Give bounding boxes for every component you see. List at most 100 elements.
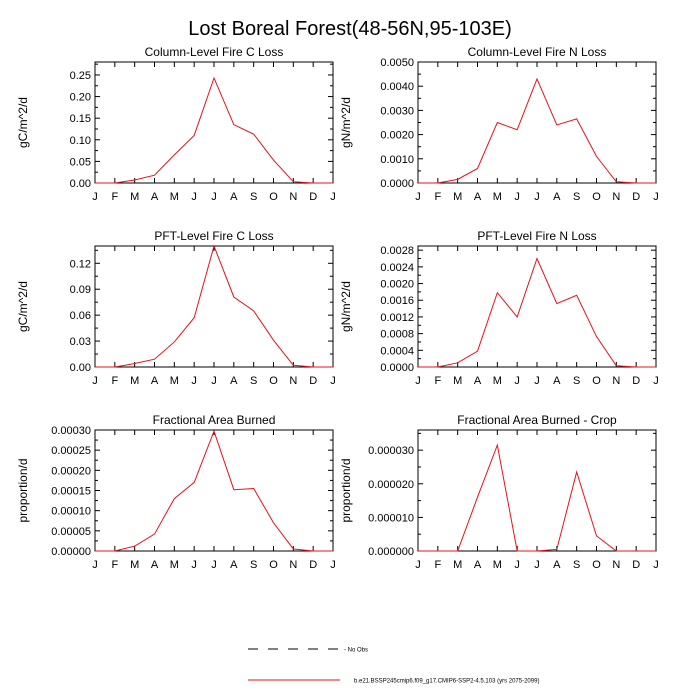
series-line [95, 244, 333, 368]
x-tick-label: O [592, 559, 601, 571]
y-axis-label: gC/m^2/d [16, 97, 30, 148]
legend-model-label: b.e21.BSSP245cmip6.f09_g17.CMIP6-SSP2-4.… [354, 679, 539, 685]
y-tick-label: 0.0020 [380, 279, 414, 291]
plot-frame [94, 61, 334, 184]
x-tick-label: M [493, 191, 502, 203]
x-tick-label: D [309, 191, 317, 203]
x-tick-label: M [493, 559, 502, 571]
x-tick-label: A [230, 375, 238, 387]
y-tick-label: 0.0050 [380, 57, 414, 69]
y-tick-label: 0.0000 [380, 178, 414, 190]
x-tick-label: N [612, 559, 620, 571]
x-tick-label: M [130, 191, 139, 203]
x-tick-label: A [553, 191, 561, 203]
x-tick-label: M [493, 375, 502, 387]
y-tick-label: 0.03 [70, 336, 91, 348]
y-axis-label: gN/m^2/d [339, 97, 353, 148]
y-tick-label: 0.00030 [51, 425, 91, 437]
x-tick-label: J [211, 559, 217, 571]
y-tick-label: 0.00020 [51, 465, 91, 477]
x-tick-label: D [632, 191, 640, 203]
x-tick-label: A [553, 375, 561, 387]
x-tick-label: A [230, 559, 238, 571]
x-tick-label: A [230, 191, 238, 203]
x-tick-label: D [309, 375, 317, 387]
x-tick-label: S [250, 559, 257, 571]
x-tick-label: F [111, 191, 118, 203]
y-tick-label: 0.05 [70, 156, 91, 168]
x-tick-label: O [592, 191, 601, 203]
x-tick-label: M [453, 375, 462, 387]
chart-title: PFT-Level Fire C Loss [154, 229, 273, 243]
y-tick-label: 0.0030 [380, 105, 414, 117]
y-tick-label: 0.0012 [380, 312, 414, 324]
x-tick-label: S [250, 375, 257, 387]
x-tick-label: J [534, 375, 540, 387]
chart-panel: Fractional Area Burned - Crop proportion/… [339, 413, 659, 571]
x-tick-label: J [330, 191, 336, 203]
y-tick-label: 0.000030 [368, 445, 414, 457]
x-tick-label: N [289, 559, 297, 571]
chart-title: Fractional Area Burned [153, 413, 276, 427]
x-tick-label: J [415, 375, 421, 387]
series-line [418, 443, 656, 552]
x-tick-label: J [191, 375, 197, 387]
y-tick-label: 0.00000 [51, 546, 91, 558]
x-tick-label: J [191, 191, 197, 203]
x-tick-label: J [92, 559, 98, 571]
y-tick-label: 0.00010 [51, 506, 91, 518]
legend-obs-label: - No Obs [344, 648, 368, 654]
chart-title: Column-Level Fire N Loss [468, 45, 607, 59]
x-tick-label: A [151, 191, 159, 203]
y-tick-label: 0.09 [70, 284, 91, 296]
x-tick-label: J [514, 559, 520, 571]
x-tick-label: J [92, 191, 98, 203]
y-axis-label: gN/m^2/d [339, 281, 353, 332]
y-tick-label: 0.00025 [51, 445, 91, 457]
x-tick-label: D [632, 375, 640, 387]
x-tick-label: S [573, 191, 580, 203]
y-tick-label: 0.0010 [380, 154, 414, 166]
x-tick-label: M [453, 191, 462, 203]
x-tick-label: A [474, 191, 482, 203]
y-tick-label: 0.12 [70, 258, 91, 270]
y-axis-label: gC/m^2/d [16, 281, 30, 332]
y-tick-label: 0.000020 [368, 479, 414, 491]
chart-title: Column-Level Fire C Loss [145, 45, 284, 59]
x-tick-label: F [434, 375, 441, 387]
x-tick-label: J [330, 559, 336, 571]
x-tick-label: O [592, 375, 601, 387]
x-tick-label: F [111, 559, 118, 571]
x-tick-label: J [211, 191, 217, 203]
x-tick-label: J [191, 559, 197, 571]
series-line [418, 257, 656, 368]
y-tick-label: 0.15 [70, 113, 91, 125]
y-tick-label: 0.0008 [380, 329, 414, 341]
y-tick-label: 0.00 [70, 178, 91, 190]
y-tick-label: 0.0016 [380, 295, 414, 307]
x-tick-label: F [111, 375, 118, 387]
y-tick-label: 0.0040 [380, 81, 414, 93]
x-tick-label: F [434, 191, 441, 203]
x-tick-label: M [130, 375, 139, 387]
y-tick-label: 0.00015 [51, 486, 91, 498]
x-tick-label: J [653, 191, 659, 203]
x-tick-label: J [653, 559, 659, 571]
x-tick-label: A [151, 375, 159, 387]
page-title: Lost Boreal Forest(48-56N,95-103E) [188, 18, 512, 40]
x-tick-label: M [453, 559, 462, 571]
x-tick-label: S [573, 375, 580, 387]
x-tick-label: A [553, 559, 561, 571]
y-tick-label: 0.25 [70, 70, 91, 82]
y-tick-label: 0.000010 [368, 512, 414, 524]
x-tick-label: A [474, 559, 482, 571]
series-line [95, 429, 333, 552]
x-tick-label: S [573, 559, 580, 571]
y-tick-label: 0.0024 [380, 262, 414, 274]
y-tick-label: 0.00005 [51, 526, 91, 538]
